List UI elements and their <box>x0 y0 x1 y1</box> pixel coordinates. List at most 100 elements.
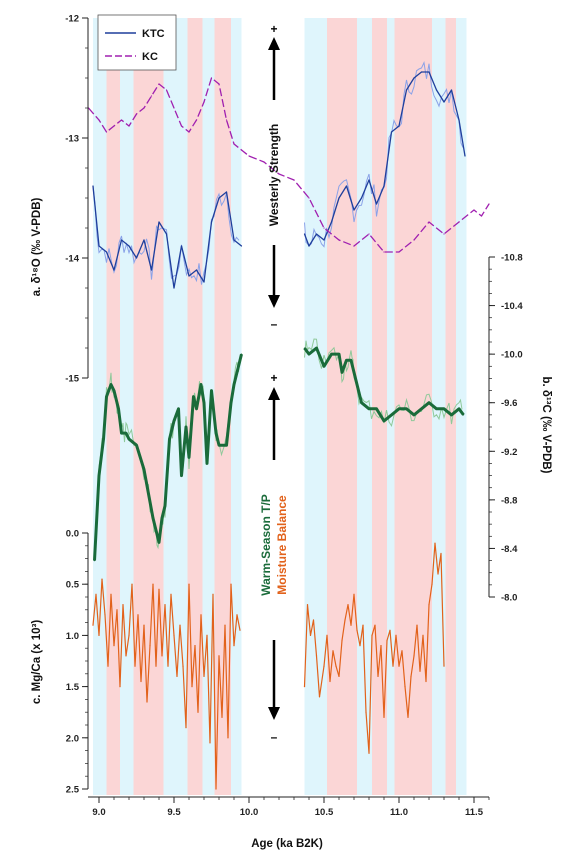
data-point-c <box>113 645 115 647</box>
data-point-a <box>135 257 138 259</box>
data-point-b <box>323 365 325 367</box>
data-point-c <box>128 634 130 637</box>
data-point-a <box>98 245 100 247</box>
data-point-c <box>170 593 172 596</box>
data-point-c <box>230 583 232 585</box>
data-point-c <box>368 752 370 754</box>
data-point-c <box>312 619 315 621</box>
data-point-a <box>345 185 348 187</box>
data-point-b <box>188 456 190 458</box>
data-point-c <box>236 614 238 616</box>
data-point-a <box>303 233 306 235</box>
data-point-b <box>125 432 127 434</box>
data-series <box>87 71 490 790</box>
data-point-c <box>428 604 430 606</box>
y-tick-label-b: -8.0 <box>501 593 517 604</box>
warm-season-plus-sign: + <box>270 371 277 385</box>
data-point-a <box>180 245 183 247</box>
data-point-c <box>191 686 193 688</box>
data-point-c <box>416 624 418 626</box>
data-point-a <box>180 125 183 127</box>
data-point-a <box>150 95 153 97</box>
data-point-c <box>161 655 163 657</box>
westerly-arrowhead-up-icon <box>268 37 280 50</box>
y-tick-label-a: -15 <box>65 374 79 385</box>
data-point-c <box>434 542 436 544</box>
data-point-b <box>110 383 112 386</box>
data-point-a <box>360 197 363 199</box>
data-point-a <box>113 269 115 271</box>
data-point-a <box>420 71 423 73</box>
data-point-b <box>135 444 138 446</box>
data-point-c <box>315 655 318 657</box>
data-point-a <box>368 179 370 181</box>
shaded-band-pink <box>106 18 120 795</box>
westerly-minus-sign: – <box>271 317 278 331</box>
data-point-b <box>113 390 115 392</box>
data-point-c <box>422 634 424 637</box>
data-point-a <box>278 173 280 175</box>
data-point-c <box>309 634 312 637</box>
data-point-b <box>450 414 453 416</box>
data-point-a <box>390 131 393 133</box>
data-point-a <box>248 155 250 157</box>
data-point-c <box>110 593 112 596</box>
data-point-a <box>405 89 408 91</box>
data-point-c <box>392 665 394 667</box>
legend-label-ktc: KTC <box>142 28 165 40</box>
warm-season-minus-sign: – <box>271 730 278 744</box>
data-point-b <box>215 432 217 434</box>
data-point-c <box>101 578 103 580</box>
data-point-c <box>407 716 409 718</box>
data-point-c <box>404 686 406 688</box>
westerly-arrowhead-down-icon <box>268 295 280 308</box>
x-tick-label: 11.5 <box>465 807 484 818</box>
data-point-c <box>152 583 154 585</box>
data-point-a <box>143 107 145 109</box>
data-point-c <box>212 593 214 596</box>
data-point-a <box>488 203 490 205</box>
y-tick-label-c: 0.0 <box>66 529 79 540</box>
data-point-c <box>173 634 175 637</box>
data-point-b <box>152 517 154 519</box>
data-point-b <box>420 408 423 410</box>
data-point-a <box>323 227 325 229</box>
data-point-c <box>119 686 121 688</box>
data-point-b <box>462 414 465 416</box>
data-point-a <box>233 143 235 145</box>
y-tick-label-c: 2.0 <box>66 733 79 744</box>
data-point-b <box>120 432 123 434</box>
data-point-c <box>332 650 334 652</box>
warm-season-label: Warm-Season T/P <box>259 494 273 596</box>
data-point-b <box>161 517 163 519</box>
data-point-a <box>173 287 175 289</box>
data-point-a <box>398 125 400 127</box>
legend: KTC KC <box>97 14 177 71</box>
data-point-c <box>218 655 220 657</box>
data-point-a <box>308 197 310 199</box>
data-point-c <box>329 680 331 683</box>
data-point-a <box>188 131 190 133</box>
westerly-annotation: + Westerly Strength – <box>267 22 281 331</box>
data-point-c <box>188 583 190 585</box>
y-tick-label-a: -12 <box>65 14 79 25</box>
data-point-a <box>92 185 94 187</box>
x-tick-label: 11.0 <box>390 807 408 818</box>
x-tick-label: 10.0 <box>240 807 259 818</box>
data-point-b <box>206 462 208 464</box>
data-point-b <box>350 359 352 361</box>
data-point-a <box>188 275 190 277</box>
data-point-b <box>158 541 160 544</box>
data-point-b <box>225 444 228 446</box>
data-point-a <box>413 77 415 79</box>
data-point-c <box>116 609 118 611</box>
data-point-c <box>344 619 346 621</box>
data-point-c <box>92 624 94 626</box>
data-point-a <box>383 251 385 253</box>
data-point-c <box>239 629 241 631</box>
data-point-c <box>425 680 427 683</box>
data-point-c <box>440 552 442 555</box>
data-point-c <box>347 604 349 606</box>
axis-title-b: b. δ¹³C (‰ V-PDB) <box>540 376 552 473</box>
data-point-c <box>125 655 127 657</box>
